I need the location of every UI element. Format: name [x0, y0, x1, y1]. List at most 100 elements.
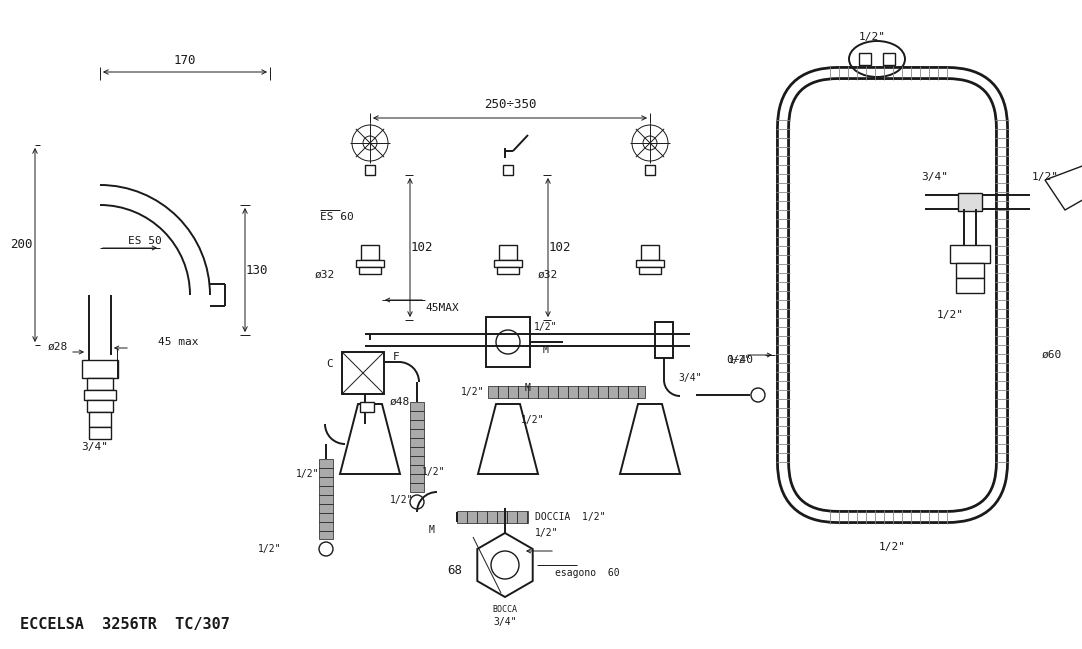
Bar: [87, 400, 113, 412]
Text: 102: 102: [549, 241, 571, 254]
Bar: [517, 511, 527, 523]
Bar: [494, 260, 522, 267]
Text: 102: 102: [411, 241, 433, 254]
Bar: [487, 511, 497, 523]
Bar: [578, 386, 588, 398]
Bar: [360, 402, 374, 412]
Polygon shape: [1045, 165, 1082, 210]
Bar: [547, 386, 558, 398]
Bar: [950, 245, 990, 263]
Bar: [636, 260, 664, 267]
Text: ø60: ø60: [1042, 350, 1063, 360]
Circle shape: [319, 542, 333, 556]
Text: BOCCA: BOCCA: [492, 606, 517, 615]
Bar: [410, 402, 424, 411]
Bar: [319, 495, 333, 504]
Text: M: M: [543, 345, 549, 355]
Bar: [410, 456, 424, 465]
Bar: [618, 386, 628, 398]
Circle shape: [410, 495, 424, 509]
Polygon shape: [340, 404, 400, 474]
Bar: [883, 53, 895, 65]
Bar: [410, 429, 424, 438]
Bar: [319, 486, 333, 495]
Text: 1/2": 1/2": [296, 469, 320, 479]
Circle shape: [643, 136, 657, 150]
Bar: [558, 386, 568, 398]
Bar: [319, 477, 333, 486]
Bar: [89, 427, 111, 439]
Text: 170: 170: [174, 53, 196, 66]
Text: C: C: [327, 359, 333, 369]
Text: esagono  60: esagono 60: [555, 568, 620, 578]
Bar: [82, 360, 118, 378]
Bar: [319, 504, 333, 513]
Bar: [319, 522, 333, 531]
Bar: [84, 390, 116, 400]
Text: ES 50: ES 50: [128, 236, 162, 246]
Text: 45 max: 45 max: [158, 337, 198, 347]
Bar: [410, 438, 424, 447]
Text: 3/4": 3/4": [493, 617, 517, 627]
Text: 1/2": 1/2": [1031, 172, 1058, 182]
Text: 0÷40: 0÷40: [726, 355, 753, 365]
Bar: [497, 511, 507, 523]
Bar: [518, 386, 528, 398]
Circle shape: [491, 551, 519, 579]
Bar: [639, 267, 661, 274]
Text: DOCCIA  1/2": DOCCIA 1/2": [535, 512, 606, 522]
Bar: [645, 165, 655, 175]
Text: 1/2": 1/2": [422, 467, 446, 477]
Text: 1/2": 1/2": [461, 387, 485, 397]
Circle shape: [362, 136, 377, 150]
Polygon shape: [478, 404, 538, 474]
Bar: [359, 267, 381, 274]
Bar: [956, 263, 984, 278]
Text: 1/2": 1/2": [535, 322, 557, 332]
Bar: [342, 352, 384, 394]
Text: 68: 68: [448, 563, 462, 576]
Text: ø32: ø32: [538, 270, 558, 280]
Text: 1/2": 1/2": [937, 310, 963, 320]
Bar: [528, 386, 538, 398]
Text: 3/4": 3/4": [678, 373, 702, 383]
Text: 1/2": 1/2": [522, 415, 544, 425]
Text: 250÷350: 250÷350: [484, 99, 537, 112]
Text: 1/2": 1/2": [391, 495, 413, 505]
Bar: [319, 459, 333, 468]
Bar: [655, 322, 673, 358]
Bar: [507, 511, 517, 523]
Bar: [598, 386, 608, 398]
Bar: [356, 260, 384, 267]
Text: M: M: [430, 525, 435, 535]
Text: ECCELSA  3256TR  TC/307: ECCELSA 3256TR TC/307: [19, 617, 229, 633]
Text: 1/2": 1/2": [858, 32, 885, 42]
Text: 1/2": 1/2": [879, 542, 906, 552]
Bar: [958, 193, 982, 211]
Text: 1/2": 1/2": [728, 355, 752, 365]
Bar: [365, 165, 375, 175]
Bar: [628, 386, 638, 398]
Bar: [956, 278, 984, 293]
Text: ø48: ø48: [390, 397, 410, 407]
Bar: [467, 511, 477, 523]
Bar: [89, 412, 111, 427]
Bar: [410, 474, 424, 483]
Bar: [410, 465, 424, 474]
Bar: [410, 483, 424, 492]
Bar: [319, 468, 333, 477]
Bar: [608, 386, 618, 398]
Bar: [509, 386, 518, 398]
Bar: [488, 386, 498, 398]
Text: ES 60: ES 60: [320, 212, 354, 222]
Polygon shape: [620, 404, 679, 474]
Bar: [538, 386, 547, 398]
Bar: [457, 511, 467, 523]
Text: 3/4": 3/4": [922, 172, 949, 182]
Text: 3/4": 3/4": [81, 442, 108, 452]
Bar: [410, 420, 424, 429]
Text: 1/2": 1/2": [535, 528, 558, 538]
Bar: [859, 53, 871, 65]
Bar: [588, 386, 598, 398]
Bar: [319, 513, 333, 522]
